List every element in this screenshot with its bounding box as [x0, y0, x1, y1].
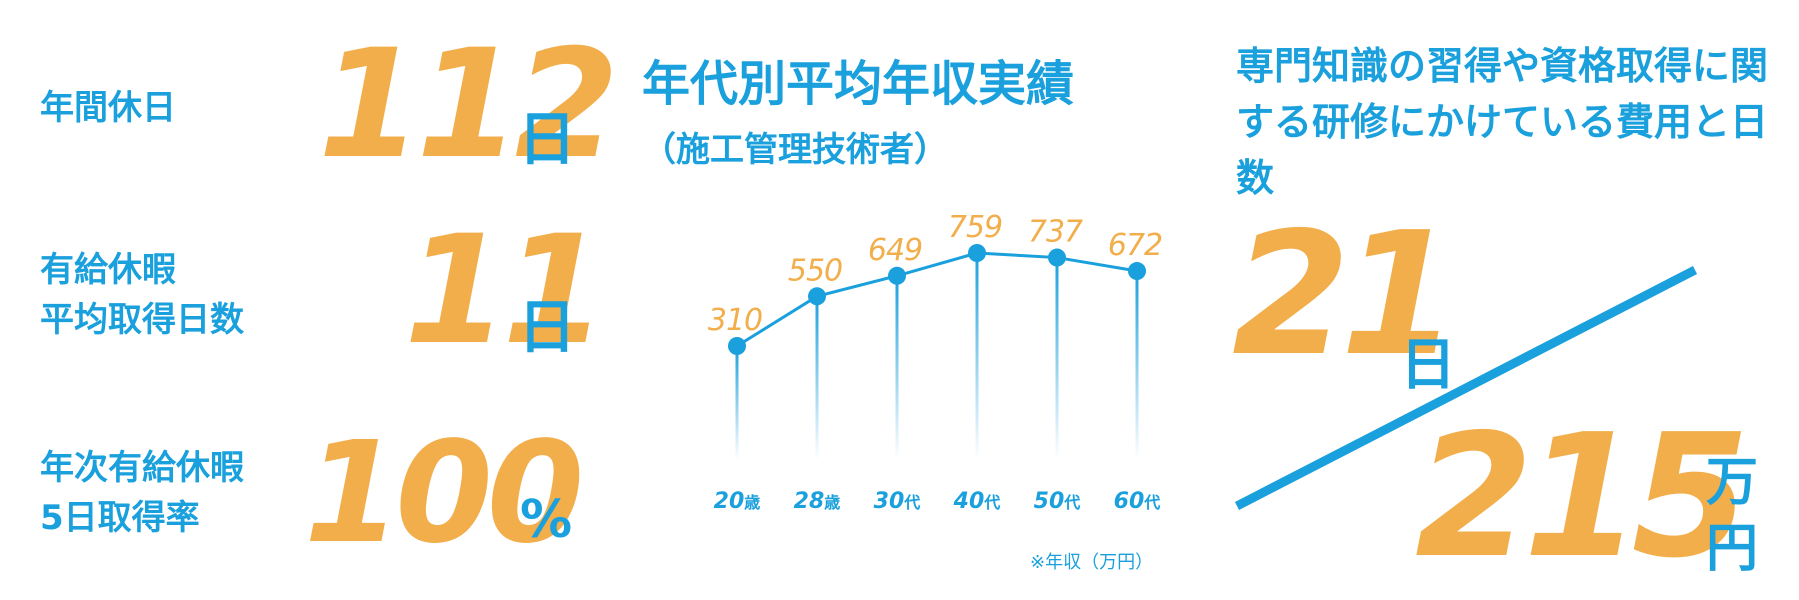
stat-value-holidays: 112	[318, 18, 619, 192]
divider-slash	[1234, 265, 1698, 511]
salary-line-chart: 310 20歳 550 28歳 649 30代 759 40代 737 50代 672 60代	[708, 210, 1163, 514]
data-point-4	[1048, 248, 1066, 267]
stat-unit-leave-rate: %	[520, 490, 573, 550]
stat-value-leave-rate: 100	[304, 412, 584, 575]
chart-title: 年代別平均年収実績	[642, 56, 1075, 112]
stat-label-paid-leave-line1: 有給休暇	[40, 250, 176, 290]
drop-line-3	[975, 253, 979, 460]
data-point-0	[728, 337, 746, 355]
chart-subtitle: （施工管理技術者）	[642, 130, 948, 170]
data-point-1	[808, 287, 826, 306]
training-cost-unit-man: 万	[1706, 453, 1759, 513]
stat-unit-holidays: 日	[518, 105, 577, 173]
stat-label-holidays: 年間休日	[40, 88, 176, 128]
chart-note: ※年収（万円）	[1030, 552, 1154, 573]
value-label-3: 759	[948, 210, 1002, 245]
category-label-1: 28歳	[794, 489, 841, 514]
category-label-5: 60代	[1114, 489, 1161, 514]
stat-label-paid-leave-line2: 平均取得日数	[40, 300, 244, 340]
series-line	[736, 251, 1138, 348]
drop-line-5	[1135, 271, 1139, 460]
data-point-3	[968, 244, 986, 262]
drop-line-1	[815, 296, 819, 460]
value-label-4: 737	[1028, 215, 1083, 250]
drop-line-2	[895, 275, 899, 460]
stat-label-leave-rate-line1: 年次有給休暇	[40, 448, 244, 488]
stat-label-leave-rate-line2: 5日取得率	[40, 498, 200, 538]
drop-line-0	[735, 346, 739, 460]
data-point-5	[1128, 262, 1146, 281]
value-label-5: 672	[1108, 228, 1162, 263]
value-label-1: 550	[788, 253, 842, 288]
training-days-value: 21	[1232, 196, 1459, 394]
training-cost-unit-en: 円	[1706, 519, 1759, 579]
training-days-unit: 日	[1400, 333, 1456, 398]
training-cost-value: 215	[1415, 398, 1750, 596]
value-label-2: 649	[868, 233, 922, 268]
category-label-2: 30代	[874, 489, 921, 514]
stat-value-paid-leave: 11	[404, 204, 607, 378]
drop-line-4	[1055, 257, 1059, 460]
value-label-0: 310	[708, 303, 762, 338]
category-label-4: 50代	[1034, 489, 1081, 514]
right-panel-title: 専門知識の習得や資格取得に関する研修にかけている費用と日数	[1236, 44, 1769, 200]
category-label-0: 20歳	[714, 489, 761, 514]
stat-unit-paid-leave: 日	[518, 293, 577, 361]
data-point-2	[888, 266, 906, 285]
category-label-3: 40代	[953, 489, 1001, 514]
